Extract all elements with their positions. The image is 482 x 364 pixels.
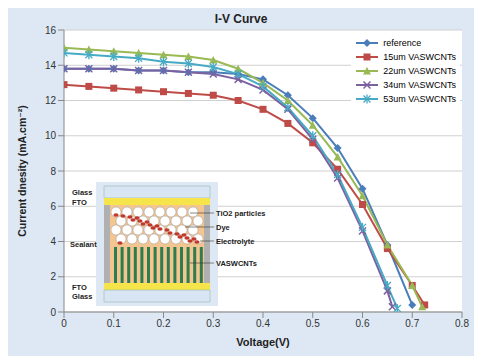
svg-text:FTO: FTO — [72, 198, 87, 207]
svg-text:0.4: 0.4 — [256, 318, 270, 329]
svg-text:10: 10 — [45, 130, 57, 141]
svg-text:0.8: 0.8 — [455, 318, 469, 329]
svg-text:0: 0 — [50, 307, 56, 318]
svg-text:Current dnesity (mA.cm⁻²): Current dnesity (mA.cm⁻²) — [16, 105, 28, 237]
svg-text:2: 2 — [50, 271, 56, 282]
svg-text:Glass: Glass — [72, 188, 92, 197]
html-text:53um VASWCNTs: 53um VASWCNTs — [383, 94, 456, 104]
svg-text:4: 4 — [50, 236, 56, 247]
svg-text:6: 6 — [50, 201, 56, 212]
svg-text:FTO: FTO — [72, 283, 87, 292]
svg-text:16: 16 — [45, 25, 57, 36]
html-text:I-V Curve: I-V Curve — [214, 12, 268, 26]
svg-text:8: 8 — [50, 166, 56, 177]
svg-text:0: 0 — [61, 318, 67, 329]
svg-text:Glass: Glass — [72, 292, 92, 301]
svg-text:14: 14 — [45, 60, 57, 71]
html-text:reference: reference — [383, 38, 422, 48]
html-text:22um VASWCNTs: 22um VASWCNTs — [383, 66, 456, 76]
svg-text:Dye: Dye — [216, 223, 230, 232]
svg-text:0.1: 0.1 — [107, 318, 121, 329]
svg-text:0.5: 0.5 — [306, 318, 320, 329]
svg-text:12: 12 — [45, 95, 57, 106]
svg-text:TiO2 particles: TiO2 particles — [216, 209, 265, 218]
svg-text:0.3: 0.3 — [206, 318, 220, 329]
html-text:15um VASWCNTs: 15um VASWCNTs — [383, 52, 456, 62]
html-text:34um VASWCNTs: 34um VASWCNTs — [383, 80, 456, 90]
svg-text:0.6: 0.6 — [356, 318, 370, 329]
svg-text:0.2: 0.2 — [157, 318, 171, 329]
svg-text:0.7: 0.7 — [405, 318, 419, 329]
svg-text:Voltage(V): Voltage(V) — [236, 336, 290, 348]
svg-text:VASWCNTs: VASWCNTs — [216, 259, 257, 268]
svg-text:Sealant: Sealant — [70, 240, 97, 249]
svg-text:Electrolyte: Electrolyte — [216, 237, 254, 246]
